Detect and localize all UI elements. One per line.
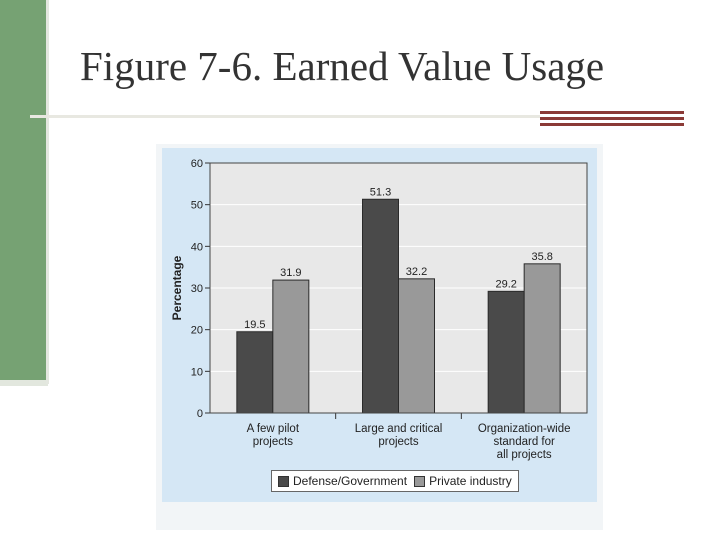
data-label: 19.5 <box>244 319 265 331</box>
legend-swatch-private <box>414 475 426 487</box>
legend-label-defense: Defense/Government <box>293 474 408 488</box>
bar <box>362 198 399 414</box>
x-tick-label: A few pilot <box>247 423 300 435</box>
legend-swatch-defense <box>278 475 289 487</box>
bar <box>523 263 561 414</box>
y-axis-label: Percentage <box>170 255 184 320</box>
data-label: 31.9 <box>280 267 301 279</box>
legend-item-private: Private industry <box>414 474 512 488</box>
plot-border <box>209 162 588 414</box>
x-tick-label: Organization-wide <box>478 423 571 435</box>
y-tick-label: 20 <box>191 325 203 337</box>
side-accent-edge <box>46 0 49 384</box>
chart-legend: Defense/Government Private industry <box>271 470 519 492</box>
slide-title: Figure 7-6. Earned Value Usage <box>80 43 605 89</box>
legend-label-private: Private industry <box>429 474 512 488</box>
side-accent-shadow <box>0 380 48 386</box>
title-underline <box>30 115 540 118</box>
x-tick-label: standard for <box>493 436 555 448</box>
data-label: 29.2 <box>495 278 516 290</box>
x-tick-label: projects <box>378 436 419 448</box>
bar <box>272 279 310 414</box>
bar <box>236 331 274 414</box>
y-tick-label: 10 <box>191 366 203 378</box>
y-tick-label: 0 <box>197 408 203 420</box>
y-tick-label: 30 <box>191 283 203 295</box>
x-tick-label: Large and critical <box>355 423 443 435</box>
y-tick-label: 60 <box>191 158 203 170</box>
y-tick-label: 50 <box>191 200 203 212</box>
bar <box>398 278 435 414</box>
data-label: 51.3 <box>370 186 391 198</box>
x-tick-label: all projects <box>497 449 552 461</box>
x-tick-label: projects <box>253 436 294 448</box>
legend-item-defense: Defense/Government <box>278 474 407 488</box>
side-accent-bar <box>0 0 46 380</box>
y-tick-label: 40 <box>191 241 203 253</box>
data-label: 35.8 <box>531 251 552 263</box>
title-accent-lines <box>540 111 684 127</box>
bar <box>487 290 525 414</box>
data-label: 32.2 <box>406 266 427 278</box>
